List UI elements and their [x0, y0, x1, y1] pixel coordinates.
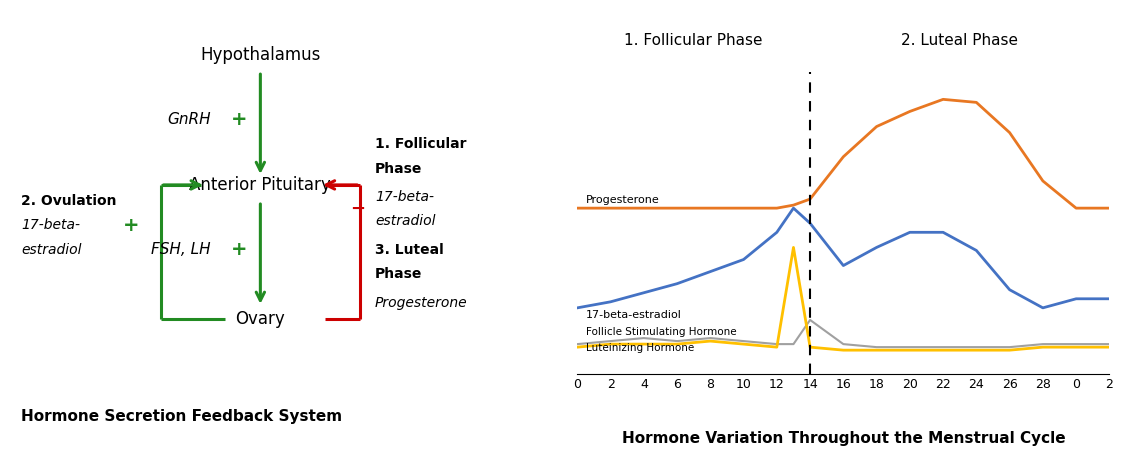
- Text: Hormone Secretion Feedback System: Hormone Secretion Feedback System: [22, 410, 342, 424]
- Text: Hormone Variation Throughout the Menstrual Cycle: Hormone Variation Throughout the Menstru…: [621, 432, 1065, 446]
- Text: Luteinizing Hormone: Luteinizing Hormone: [585, 343, 694, 353]
- Text: estradiol: estradiol: [375, 214, 436, 229]
- Text: Phase: Phase: [375, 161, 422, 176]
- Text: +: +: [231, 240, 247, 259]
- Text: FSH, LH: FSH, LH: [151, 242, 211, 258]
- Text: 3. Luteal: 3. Luteal: [375, 243, 444, 257]
- Text: Hypothalamus: Hypothalamus: [200, 46, 320, 64]
- Text: 17-beta-: 17-beta-: [375, 190, 434, 204]
- Text: Phase: Phase: [375, 267, 422, 281]
- Text: 17-beta-estradiol: 17-beta-estradiol: [585, 310, 681, 320]
- Text: 17-beta-: 17-beta-: [22, 218, 80, 233]
- Text: GnRH: GnRH: [166, 112, 211, 128]
- Text: Progesterone: Progesterone: [375, 295, 468, 310]
- Text: 2. Luteal Phase: 2. Luteal Phase: [901, 33, 1018, 48]
- Text: Progesterone: Progesterone: [585, 195, 659, 205]
- Text: Follicle Stimulating Hormone: Follicle Stimulating Hormone: [585, 327, 736, 336]
- Text: 1. Follicular Phase: 1. Follicular Phase: [625, 33, 763, 48]
- Text: −: −: [350, 200, 365, 218]
- Text: +: +: [122, 216, 139, 235]
- Text: 1. Follicular: 1. Follicular: [375, 137, 466, 152]
- Text: +: +: [231, 110, 247, 129]
- Text: Anterior Pituitary: Anterior Pituitary: [189, 176, 332, 194]
- Text: estradiol: estradiol: [22, 243, 82, 257]
- Text: 2. Ovulation: 2. Ovulation: [22, 194, 117, 208]
- Text: Ovary: Ovary: [235, 310, 285, 328]
